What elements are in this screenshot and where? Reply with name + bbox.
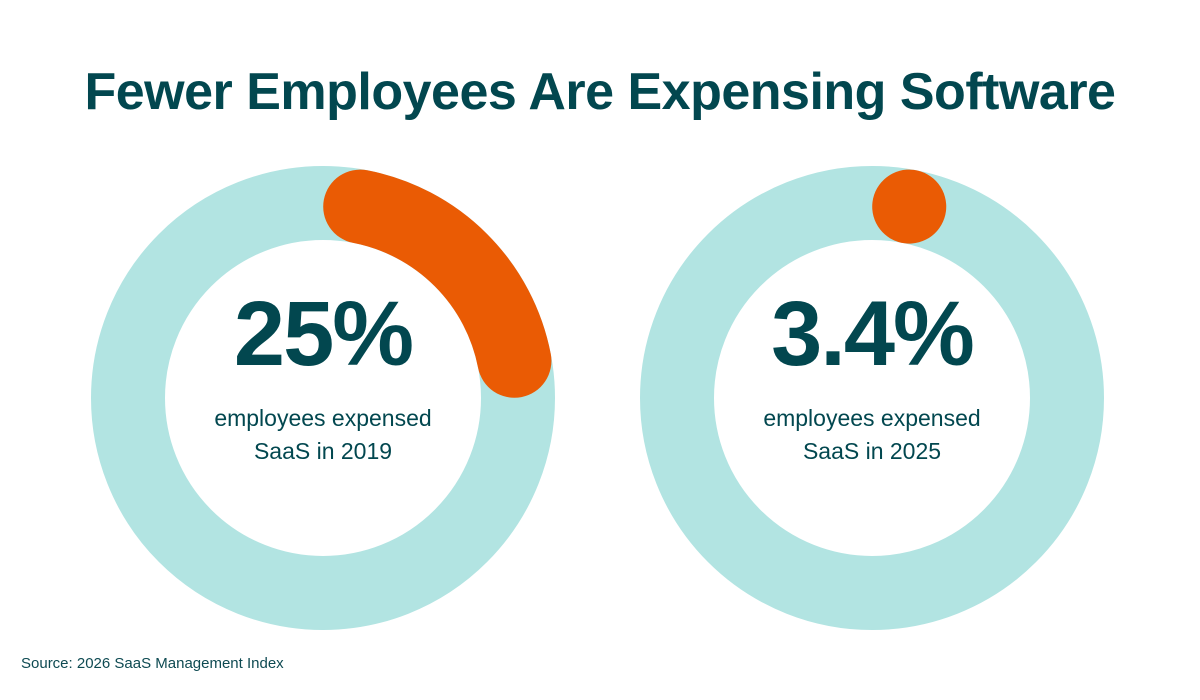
donut-center-2019: 25% employees expensed SaaS in 2019 <box>85 160 561 636</box>
donut-ring-2025 <box>640 166 1104 630</box>
caption-line-2: SaaS in 2019 <box>253 438 393 464</box>
source-note: Source: 2026 SaaS Management Index <box>21 655 284 672</box>
caption-line-1: employees expensed <box>763 405 981 431</box>
caption: employees expensed SaaS in 2025 <box>763 402 980 468</box>
page-title: Fewer Employees Are Expensing Software <box>84 63 1116 121</box>
caption-line-2: SaaS in 2025 <box>802 438 942 464</box>
value-label: 3.4% <box>771 283 975 385</box>
donut-chart-2025: 3.4% employees expensed SaaS in 2025 <box>634 160 1110 636</box>
ring-track <box>640 166 1104 630</box>
value-label: 25% <box>233 283 414 385</box>
caption: employees expensed SaaS in 2019 <box>214 402 431 468</box>
donut-ring-2019 <box>91 166 555 630</box>
donut-chart-2019: 25% employees expensed SaaS in 2019 <box>85 160 561 636</box>
ring-track <box>91 166 555 630</box>
caption-line-1: employees expensed <box>214 405 432 431</box>
donut-center-2025: 3.4% employees expensed SaaS in 2025 <box>634 160 1110 636</box>
ring-fill-arc <box>323 169 552 398</box>
